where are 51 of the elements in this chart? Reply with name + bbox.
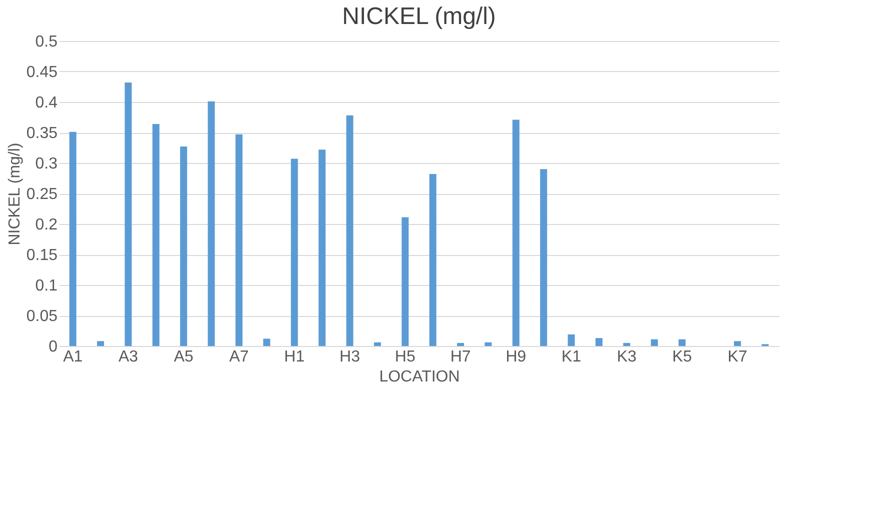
x-tick-label: K5	[672, 348, 692, 366]
bar	[69, 132, 76, 346]
bar	[623, 342, 630, 346]
y-tick-label: 0.25	[26, 186, 58, 203]
bar	[374, 342, 381, 346]
bar	[402, 217, 409, 346]
y-tick-label: 0.1	[35, 278, 58, 294]
y-tick-label: 0.2	[35, 216, 58, 234]
y-tick-label: 0.4	[35, 94, 58, 112]
y-tick-label: 0	[48, 338, 58, 356]
bar	[540, 169, 548, 346]
x-axis-title: LOCATION	[379, 368, 460, 386]
x-tick-label: K1	[562, 348, 582, 366]
bar	[263, 338, 270, 346]
bar	[457, 342, 464, 346]
x-tick-label: H7	[450, 348, 471, 366]
y-tick-label: 0.05	[26, 308, 58, 325]
y-axis-title: NICKEL (mg/l)	[6, 142, 24, 246]
bar	[678, 339, 686, 346]
x-tick-label: K7	[728, 348, 748, 366]
bar	[97, 341, 104, 346]
bar	[236, 134, 242, 346]
bar	[290, 158, 298, 346]
bar	[152, 124, 160, 346]
bar	[512, 120, 520, 346]
y-tick-label: 0.5	[35, 34, 58, 50]
bar	[484, 342, 492, 346]
bar	[346, 115, 354, 346]
x-tick-label: H3	[340, 348, 360, 366]
x-tick-label: H1	[284, 348, 305, 366]
bar	[318, 150, 326, 346]
x-tick-label: A1	[63, 348, 83, 366]
bar	[180, 146, 188, 346]
bar	[650, 339, 658, 346]
x-tick-label: A7	[229, 348, 249, 366]
y-tick-label: 0.45	[26, 64, 58, 81]
chart-title: NICKEL (mg/l)	[342, 3, 496, 30]
bar	[568, 334, 575, 346]
x-tick-label: A3	[118, 348, 138, 366]
y-tick-label: 0.35	[26, 125, 58, 142]
y-tick-label: 0.3	[35, 156, 58, 172]
bar	[596, 338, 602, 346]
y-tick-label: 0.15	[26, 247, 58, 264]
x-tick-label: A5	[174, 348, 194, 366]
x-tick-label: K3	[616, 348, 637, 366]
bar	[734, 341, 741, 346]
bar	[208, 101, 215, 346]
x-tick-label: H9	[506, 348, 526, 366]
bar	[429, 174, 436, 346]
x-tick-label: H5	[394, 348, 416, 366]
bar	[124, 82, 132, 346]
